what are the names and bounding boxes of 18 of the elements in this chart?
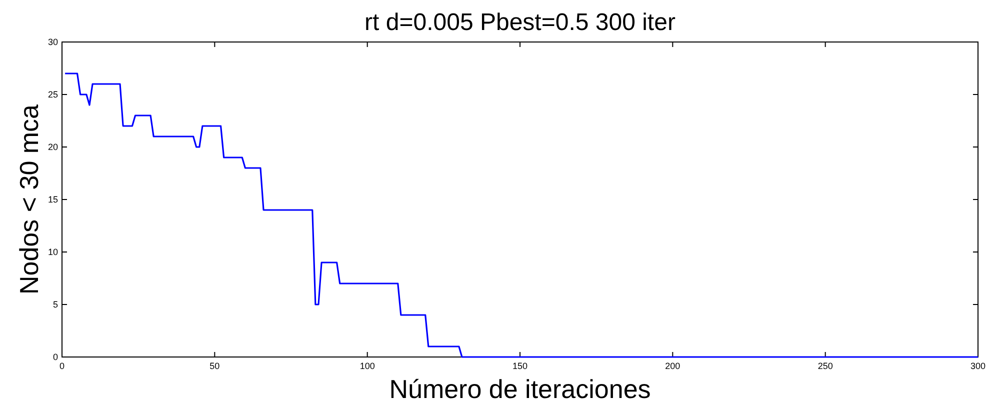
y-tick-label: 10 — [48, 247, 58, 257]
x-tick-label: 300 — [970, 361, 986, 371]
x-tick-label: 200 — [665, 361, 680, 371]
chart-title: rt d=0.005 Pbest=0.5 300 iter — [364, 9, 676, 36]
x-tick-label: 0 — [59, 361, 65, 371]
x-axis-title: Número de iteraciones — [389, 374, 651, 404]
x-tick-label: 150 — [512, 361, 528, 371]
y-tick-label: 0 — [52, 352, 58, 362]
line-series — [64, 72, 979, 358]
y-tick-label: 30 — [48, 37, 58, 47]
y-tick-label: 20 — [48, 142, 58, 152]
x-tick-label: 250 — [818, 361, 833, 371]
y-tick-label: 15 — [48, 194, 58, 204]
x-tick-label: 100 — [360, 361, 375, 371]
y-tick-label: 5 — [52, 300, 58, 310]
x-tick-label: 50 — [210, 361, 220, 371]
y-tick-label: 25 — [48, 90, 58, 100]
y-axis-title: Nodos < 30 mca — [14, 104, 44, 295]
